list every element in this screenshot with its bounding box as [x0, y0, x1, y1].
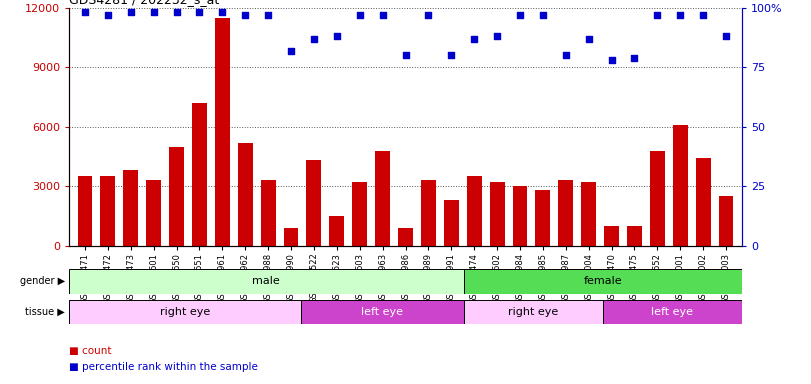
Bar — [398, 228, 413, 246]
Point — [536, 12, 549, 18]
Bar — [301, 300, 464, 324]
Bar — [169, 147, 184, 246]
Point — [513, 12, 526, 18]
Bar — [260, 180, 276, 246]
Point — [238, 12, 251, 18]
Bar — [215, 18, 230, 246]
Text: male: male — [252, 276, 280, 286]
Point — [674, 12, 687, 18]
Bar — [329, 216, 344, 246]
Bar — [581, 182, 596, 246]
Bar — [69, 300, 301, 324]
Bar — [696, 159, 710, 246]
Text: female: female — [583, 276, 622, 286]
Text: GDS4281 / 202232_s_at: GDS4281 / 202232_s_at — [69, 0, 219, 7]
Point — [193, 9, 206, 15]
Bar — [535, 190, 551, 246]
Point — [376, 12, 389, 18]
Point — [354, 12, 367, 18]
Bar — [627, 226, 642, 246]
Point — [170, 9, 183, 15]
Point — [101, 12, 114, 18]
Bar — [78, 176, 92, 246]
Bar — [467, 176, 482, 246]
Text: ■ count: ■ count — [69, 346, 111, 356]
Bar — [444, 200, 459, 246]
Text: right eye: right eye — [160, 307, 210, 317]
Bar — [673, 125, 688, 246]
Bar — [123, 170, 138, 246]
Bar — [69, 269, 464, 294]
Bar — [421, 180, 436, 246]
Point — [399, 52, 412, 58]
Point — [147, 9, 160, 15]
Point — [79, 9, 92, 15]
Point — [444, 52, 457, 58]
Text: right eye: right eye — [508, 307, 558, 317]
Point — [582, 36, 595, 42]
Bar — [464, 300, 603, 324]
Bar — [352, 182, 367, 246]
Point — [651, 12, 664, 18]
Bar — [192, 103, 207, 246]
Point — [468, 36, 481, 42]
Bar — [284, 228, 298, 246]
Bar — [238, 142, 253, 246]
Text: left eye: left eye — [651, 307, 693, 317]
Point — [216, 9, 229, 15]
Point — [124, 9, 137, 15]
Bar — [101, 176, 115, 246]
Point — [285, 48, 298, 54]
Text: left eye: left eye — [361, 307, 403, 317]
Bar — [558, 180, 573, 246]
Point — [491, 33, 504, 39]
Point — [628, 55, 641, 61]
Point — [307, 36, 320, 42]
Point — [422, 12, 435, 18]
Bar — [650, 151, 665, 246]
Text: tissue ▶: tissue ▶ — [25, 307, 65, 317]
Bar — [375, 151, 390, 246]
Point — [719, 33, 732, 39]
Bar — [513, 186, 527, 246]
Bar — [464, 269, 742, 294]
Bar — [146, 180, 161, 246]
Point — [560, 52, 573, 58]
Bar — [490, 182, 504, 246]
Bar — [604, 226, 619, 246]
Text: ■ percentile rank within the sample: ■ percentile rank within the sample — [69, 362, 258, 372]
Point — [330, 33, 343, 39]
Point — [605, 57, 618, 63]
Point — [697, 12, 710, 18]
Point — [262, 12, 275, 18]
Bar — [603, 300, 742, 324]
Bar — [719, 196, 733, 246]
Bar — [307, 161, 321, 246]
Text: gender ▶: gender ▶ — [19, 276, 65, 286]
